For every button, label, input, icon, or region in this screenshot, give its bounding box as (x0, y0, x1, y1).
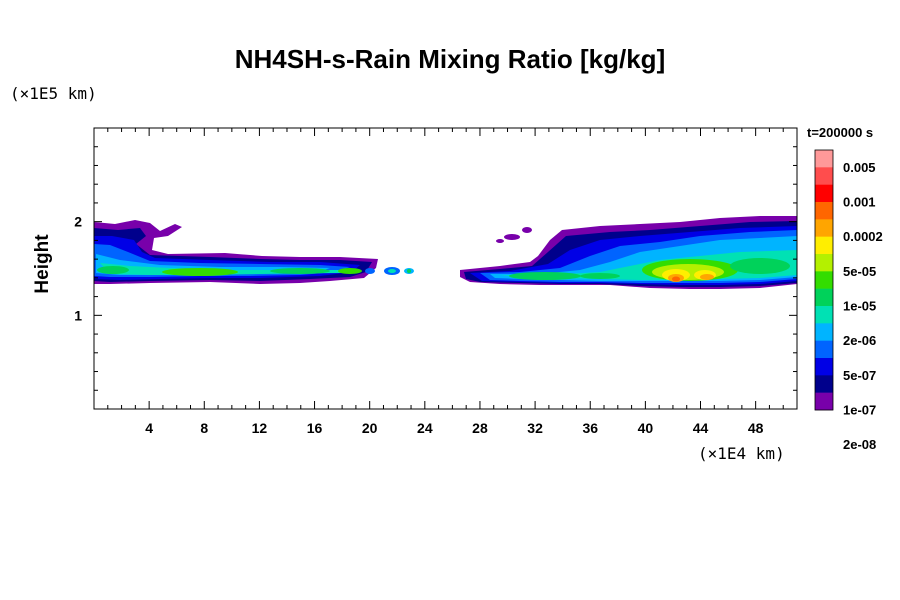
contour-patch-2 (522, 227, 532, 233)
colorbar-swatch (815, 306, 833, 324)
time-label: t=200000 s (807, 125, 874, 140)
x-tick-label: 40 (638, 420, 654, 436)
colorbar-swatch (815, 392, 833, 411)
colorbar-label: 1e-05 (843, 299, 876, 314)
colorbar-swatch (815, 323, 833, 341)
colorbar-label: 0.005 (843, 160, 876, 175)
colorbar-swatch (815, 271, 833, 289)
x-tick-label: 44 (693, 420, 709, 436)
x-tick-label: 48 (748, 420, 764, 436)
colorbar-swatch (815, 150, 833, 168)
colorbar-swatch (815, 358, 833, 376)
contour-right-orange2 (700, 274, 714, 280)
colorbar-label: 0.001 (843, 195, 876, 210)
x-tick-label: 28 (472, 420, 488, 436)
colorbar-swatch (815, 202, 833, 220)
colorbar: 0.005 0.001 0.0002 5e-05 1e-05 2e-06 5e-07 1e-0… (814, 149, 883, 452)
x-tick-label: 24 (417, 420, 433, 436)
contour-right-green2 (580, 273, 620, 279)
colorbar-swatch (815, 375, 833, 393)
y-tick-label: 1 (74, 307, 82, 323)
contour-patch-3 (496, 239, 504, 243)
colorbar-swatch (815, 167, 833, 185)
chart-title: NH4SH-s-Rain Mixing Ratio [kg/kg] (234, 44, 666, 74)
contour-left-green3 (270, 268, 330, 274)
colorbar-label: 5e-07 (843, 368, 876, 383)
colorbar-swatch (815, 184, 833, 203)
colorbar-swatch (815, 340, 833, 359)
contour-left-green4 (338, 268, 362, 274)
contour-left-green1 (97, 266, 129, 274)
contour-patch-1 (504, 234, 520, 240)
contour-field (94, 216, 797, 289)
x-tick-label: 16 (307, 420, 323, 436)
contour-cell-1 (365, 268, 375, 274)
x-tick-label: 4 (145, 420, 153, 436)
contour-cell-3b (407, 269, 411, 273)
contour-right-green1 (509, 272, 581, 280)
colorbar-swatch (815, 236, 833, 255)
contour-left-green2 (162, 268, 238, 276)
colorbar-label: 1e-07 (843, 403, 876, 418)
x-axis-unit: (×1E4 km) (698, 444, 785, 463)
colorbar-label: 0.0002 (843, 229, 883, 244)
colorbar-swatch (815, 288, 833, 307)
colorbar-label: 2e-08 (843, 437, 876, 452)
contour-cell-2b (388, 269, 396, 273)
x-tick-label: 32 (527, 420, 543, 436)
x-tick-label: 12 (252, 420, 268, 436)
colorbar-swatch (815, 219, 833, 237)
contour-right-green4 (730, 258, 790, 274)
x-tick-label: 20 (362, 420, 378, 436)
x-tick-label: 8 (200, 420, 208, 436)
colorbar-label: 2e-06 (843, 333, 876, 348)
y-tick-label: 2 (74, 214, 82, 230)
contour-right-deeporange (672, 276, 680, 282)
colorbar-frame (814, 149, 834, 411)
y-axis-unit: (×1E5 km) (10, 84, 97, 103)
x-tick-label: 36 (582, 420, 598, 436)
colorbar-label: 5e-05 (843, 264, 876, 279)
plot-frame (93, 127, 798, 410)
colorbar-swatch (815, 254, 833, 272)
